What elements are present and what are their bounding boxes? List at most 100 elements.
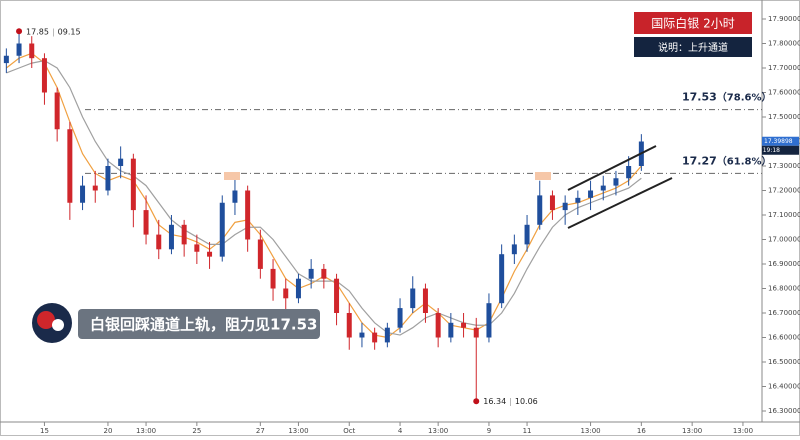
x-tick-label: 16 (637, 427, 646, 435)
candle-body (410, 288, 416, 309)
subtitle-box (634, 37, 752, 57)
x-tick-label: 4 (398, 427, 403, 435)
time-tag-label: 19:18 (763, 147, 780, 154)
candle-body (80, 185, 86, 203)
y-tick-label: 16.60000 (768, 334, 800, 342)
x-tick-label: 13:00 (136, 427, 156, 435)
candle-body (372, 332, 378, 343)
candle-body (270, 268, 276, 289)
extreme-label: 17.85 | 09.15 (26, 27, 81, 36)
candle-body (486, 303, 492, 338)
price-tag (762, 136, 799, 146)
candle-body (308, 268, 314, 279)
x-tick-label: 15 (40, 427, 49, 435)
candle-body (295, 278, 301, 299)
extreme-time: 10.06 (515, 397, 538, 406)
x-tick-label: 9 (487, 427, 491, 435)
y-tick-label: 16.90000 (768, 260, 800, 268)
candle-body (118, 158, 124, 166)
candle-body (219, 202, 225, 257)
candle-body (143, 210, 149, 235)
y-tick-label: 17.20000 (768, 187, 800, 195)
candle-body (448, 322, 454, 338)
x-tick-label: 13:00 (288, 427, 308, 435)
candle-body (435, 313, 441, 338)
title-box (634, 12, 752, 34)
y-tick-label: 17.80000 (768, 40, 800, 48)
candle-body (588, 190, 594, 198)
candle-body (575, 197, 581, 203)
candle-body (562, 202, 568, 211)
y-tick-label: 17.00000 (768, 236, 800, 244)
candle-body (67, 129, 73, 203)
candle-body (54, 92, 60, 130)
candle-body (156, 234, 162, 250)
extreme-value: 16.34 (483, 397, 506, 406)
candle-body (549, 195, 555, 211)
y-tick-label: 17.50000 (768, 113, 800, 121)
candle-body (245, 190, 251, 240)
y-tick-label: 16.30000 (768, 407, 800, 415)
x-tick-label: 13:00 (733, 427, 753, 435)
candle-body (397, 308, 403, 328)
candle-body (194, 244, 200, 252)
candle-body (359, 332, 365, 338)
x-tick-label: 20 (103, 427, 112, 435)
candle-body (92, 185, 98, 191)
candle-body (511, 244, 517, 255)
candle-body (499, 254, 505, 304)
y-tick-label: 17.60000 (768, 89, 800, 97)
x-tick-label: 13:00 (682, 427, 702, 435)
logo (52, 319, 64, 331)
candle-body (346, 313, 352, 338)
candle-body (537, 195, 543, 225)
extreme-dot (16, 28, 23, 35)
marker (224, 172, 240, 180)
x-tick-label: 11 (523, 427, 532, 435)
x-tick-label: 25 (192, 427, 201, 435)
candle-body (16, 43, 22, 56)
candle-body (232, 190, 238, 203)
candle-body (130, 158, 136, 211)
y-tick-label: 17.10000 (768, 211, 800, 219)
y-tick-label: 17.70000 (768, 64, 800, 72)
candle-body (207, 251, 213, 257)
candle-body (283, 288, 289, 299)
candle-body (168, 224, 174, 250)
annotation-box (78, 309, 320, 339)
candle-body (334, 278, 340, 313)
channel-upper (567, 145, 657, 191)
candle-body (600, 185, 606, 191)
y-tick-label: 17.90000 (768, 15, 800, 23)
extreme-sep: | (509, 397, 512, 406)
candle-body (257, 239, 263, 269)
candle-body (321, 268, 327, 279)
x-tick-label: Oct (343, 427, 355, 435)
candle-body (3, 55, 9, 64)
level-label: 17.27（61.8%） (682, 154, 772, 167)
candle-body (626, 166, 632, 179)
candle-body (461, 322, 467, 328)
candle-body (181, 224, 187, 245)
y-tick-label: 16.40000 (768, 383, 800, 391)
chart-subtitle: 说明：上升通道 (658, 41, 728, 54)
candle-body (524, 224, 530, 245)
extreme-sep: | (52, 27, 55, 36)
level-pct: （78.6%） (717, 91, 772, 104)
candle-body (29, 43, 35, 59)
candle-body (105, 166, 111, 191)
time-tag (762, 145, 799, 155)
x-tick-label: 13:00 (580, 427, 600, 435)
x-tick-label: 13:00 (428, 427, 448, 435)
level-value: 17.53 (682, 91, 717, 104)
annotation: 白银回踩通道上轨，阻力见17.53 (90, 316, 317, 334)
y-tick-label: 16.50000 (768, 358, 800, 366)
extreme-dot (473, 398, 480, 405)
extreme-time: 09.15 (58, 27, 81, 36)
marker (535, 172, 551, 180)
candle-body (384, 327, 390, 343)
candle-body (473, 327, 479, 338)
channel-lower (567, 177, 673, 229)
price-tag-label: 17.39898 (764, 138, 793, 145)
